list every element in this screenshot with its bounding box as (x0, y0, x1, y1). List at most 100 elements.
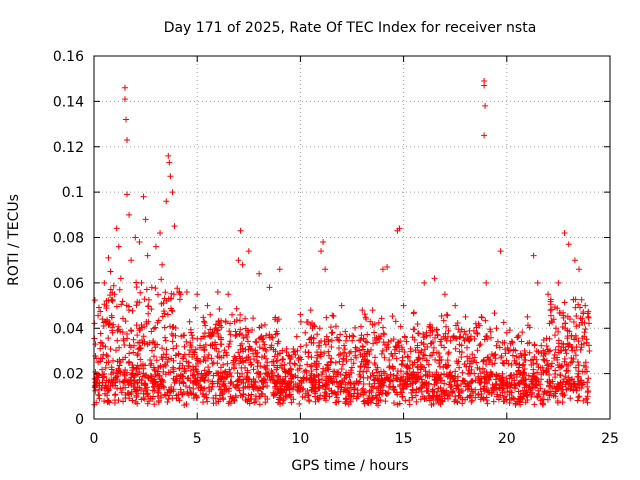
data-point (270, 372, 277, 379)
data-point (500, 398, 507, 405)
data-point (277, 385, 284, 392)
data-point (476, 342, 483, 349)
data-point (443, 371, 450, 378)
data-point (362, 314, 369, 321)
data-point (174, 285, 181, 292)
data-point (240, 384, 247, 391)
data-point (250, 366, 257, 373)
data-point (145, 302, 152, 309)
data-point (323, 373, 330, 380)
data-point (165, 386, 172, 393)
data-point (197, 374, 204, 381)
data-point (534, 394, 541, 401)
data-point (376, 373, 383, 380)
data-point (333, 378, 340, 385)
data-point (315, 372, 322, 379)
y-tick-label: 0.1 (62, 185, 84, 201)
data-point (533, 360, 540, 367)
grid-lines (94, 56, 610, 419)
data-point (333, 394, 340, 401)
y-tick-label: 0.14 (53, 94, 84, 110)
data-point (148, 284, 155, 291)
data-point (539, 400, 546, 407)
data-point (414, 357, 421, 364)
data-point (131, 342, 138, 349)
data-point (276, 266, 283, 273)
data-point (376, 336, 383, 343)
data-point (567, 395, 574, 402)
data-point (322, 397, 329, 404)
data-point (191, 351, 198, 358)
data-point (319, 376, 326, 383)
data-point (517, 396, 524, 403)
data-point (584, 383, 591, 390)
data-point (255, 374, 262, 381)
data-point (578, 344, 585, 351)
data-point (570, 319, 577, 326)
data-point (380, 324, 387, 331)
data-point (574, 384, 581, 391)
data-point (150, 325, 157, 332)
data-point (182, 383, 189, 390)
data-point (529, 378, 536, 385)
data-point (421, 346, 428, 353)
data-point (194, 291, 201, 298)
data-point (474, 330, 481, 337)
data-point (327, 358, 334, 365)
data-point (456, 389, 463, 396)
data-point (559, 399, 566, 406)
data-point (207, 326, 214, 333)
data-point (167, 369, 174, 376)
data-point (100, 319, 107, 326)
data-point (347, 397, 354, 404)
data-point (314, 349, 321, 356)
data-point (360, 398, 367, 405)
data-point (97, 339, 104, 346)
data-point (481, 132, 488, 139)
data-point (562, 347, 569, 354)
data-point (250, 356, 257, 363)
data-point (129, 397, 136, 404)
data-point (428, 352, 435, 359)
data-point (227, 331, 234, 338)
data-point (573, 312, 580, 319)
data-point (236, 387, 243, 394)
data-point (183, 338, 190, 345)
data-point (369, 307, 376, 314)
data-point (486, 372, 493, 379)
data-point (141, 396, 148, 403)
data-point (310, 339, 317, 346)
data-point (120, 369, 127, 376)
data-point (140, 333, 147, 340)
data-point (105, 254, 112, 261)
data-point (326, 352, 333, 359)
data-point (380, 330, 387, 337)
data-point (286, 379, 293, 386)
data-point (357, 351, 364, 358)
data-point (226, 341, 233, 348)
data-point (409, 361, 416, 368)
data-point (252, 347, 259, 354)
data-point (519, 370, 526, 377)
data-point (575, 338, 582, 345)
data-point (414, 363, 421, 370)
data-point (122, 116, 129, 123)
data-point (563, 367, 570, 374)
data-point (147, 356, 154, 363)
data-point (386, 356, 393, 363)
data-point (494, 373, 501, 380)
data-point (308, 372, 315, 379)
data-point (400, 302, 407, 309)
data-point (345, 379, 352, 386)
data-point (215, 326, 222, 333)
data-point (212, 321, 219, 328)
data-point (113, 303, 120, 310)
data-point (99, 366, 106, 373)
data-point (159, 261, 166, 268)
data-point (227, 400, 234, 407)
data-point (459, 387, 466, 394)
data-point (444, 357, 451, 364)
data-point (573, 335, 580, 342)
data-point (269, 369, 276, 376)
